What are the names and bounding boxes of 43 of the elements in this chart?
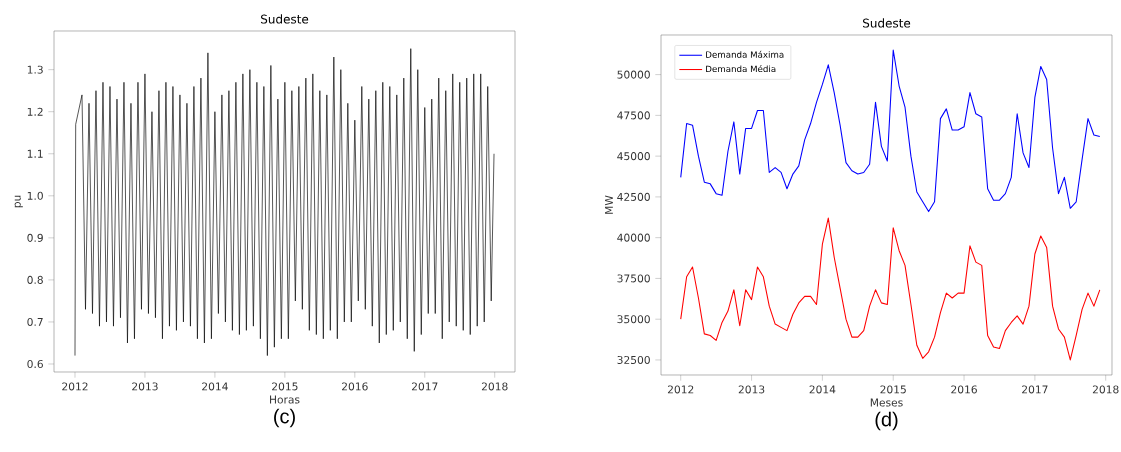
x-tick-label: 2015 bbox=[880, 385, 906, 394]
y-tick-label: 1.1 bbox=[27, 149, 43, 158]
text: (c) bbox=[274, 408, 295, 428]
line-series bbox=[680, 49, 1101, 213]
line-series bbox=[74, 48, 495, 356]
y-tick-label: 35000 bbox=[617, 315, 650, 324]
x-tick-label: 2017 bbox=[411, 382, 438, 391]
line-series bbox=[680, 217, 1101, 361]
x-tick-label: 2012 bbox=[62, 382, 88, 391]
legend-label: Demanda Máxima bbox=[706, 50, 784, 58]
x-tick-label: 2013 bbox=[738, 385, 765, 394]
x-tick-label: 2018 bbox=[1092, 385, 1119, 394]
x-axis-title: Meses bbox=[870, 398, 903, 407]
legend-label: Demanda Média bbox=[706, 65, 776, 73]
y-tick-label: 42500 bbox=[617, 192, 650, 201]
y-tick-label: 50000 bbox=[617, 70, 650, 79]
y-tick-label: 37500 bbox=[617, 274, 650, 283]
x-tick-label: 2015 bbox=[272, 382, 298, 391]
y-tick-label: 0.6 bbox=[27, 359, 43, 369]
y-tick-label: 1.0 bbox=[27, 191, 43, 200]
y-tick-label: 1.2 bbox=[27, 107, 43, 116]
text: (d) bbox=[875, 411, 898, 431]
y-tick-label: 0.8 bbox=[27, 275, 43, 284]
x-tick-label: 2012 bbox=[667, 385, 694, 394]
y-axis-title: MW bbox=[605, 195, 613, 214]
y-tick-label: 40000 bbox=[617, 233, 650, 242]
y-axis-title: pu bbox=[14, 195, 23, 208]
x-axis-title: Horas bbox=[270, 395, 300, 404]
x-tick-label: 2016 bbox=[342, 382, 368, 391]
y-tick-label: 45000 bbox=[617, 152, 650, 161]
x-tick-label: 2016 bbox=[951, 385, 977, 394]
chart-title: Sudeste bbox=[261, 14, 309, 24]
chart-title: Sudeste bbox=[863, 18, 911, 28]
y-tick-label: 0.9 bbox=[27, 233, 43, 242]
x-tick-label: 2014 bbox=[809, 385, 836, 394]
x-tick-label: 2013 bbox=[132, 382, 158, 391]
x-tick-label: 2018 bbox=[481, 382, 508, 391]
x-tick-label: 2017 bbox=[1022, 385, 1048, 394]
y-tick-label: 32500 bbox=[617, 355, 650, 364]
y-tick-label: 1.3 bbox=[27, 65, 43, 74]
x-tick-label: 2014 bbox=[202, 382, 228, 391]
y-tick-label: 47500 bbox=[617, 111, 650, 120]
y-tick-label: 0.7 bbox=[27, 317, 43, 326]
